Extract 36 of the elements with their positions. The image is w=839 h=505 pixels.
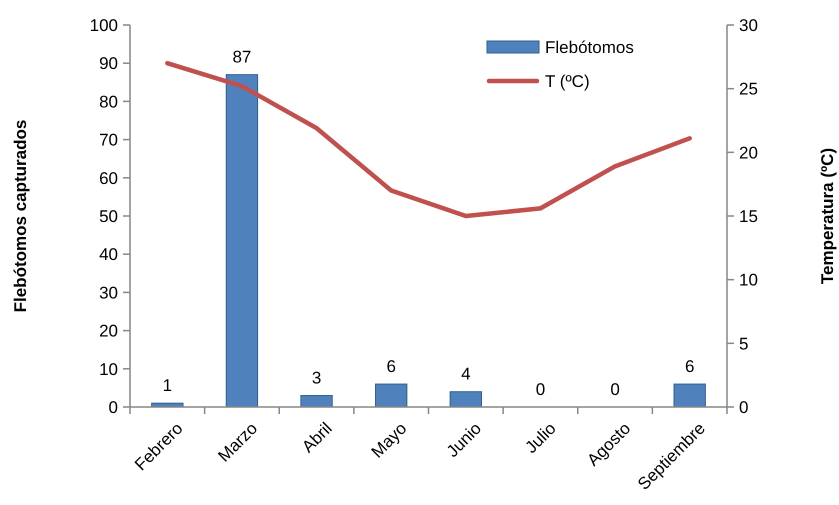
y-tick-label: 30 (99, 283, 118, 302)
bar (375, 384, 408, 408)
y-tick-label: 40 (99, 245, 118, 264)
y2-tick-label: 0 (739, 398, 748, 417)
y-tick-label: 10 (99, 360, 118, 379)
y-axis-title: Flebótomos capturados (11, 120, 30, 312)
y2-tick-label: 10 (739, 270, 758, 290)
data-label: 4 (461, 364, 471, 384)
data-label: 3 (312, 368, 322, 388)
data-label: 6 (386, 357, 396, 376)
y2-axis-title: Temperatura (ºC) (818, 148, 837, 284)
y2-tick-label: 20 (739, 143, 758, 162)
bar (674, 384, 706, 408)
y2-tick-label: 30 (739, 16, 758, 35)
bar (450, 391, 482, 408)
y2-tick-label: 25 (739, 80, 758, 99)
x-tick-label: Julio (522, 418, 560, 457)
bar (226, 74, 258, 408)
data-label: 6 (684, 357, 694, 376)
y-tick-label: 60 (99, 168, 118, 188)
y-tick-label: 70 (99, 130, 118, 150)
y-tick-label: 0 (108, 398, 118, 417)
y2-tick-label: 5 (739, 334, 748, 354)
y-tick-label: 100 (90, 16, 118, 35)
y2-tick-label: 15 (739, 206, 758, 226)
data-label: 0 (610, 380, 620, 399)
legend-label: Flebótomos (545, 38, 634, 57)
y-tick-label: 80 (99, 92, 118, 112)
data-label: 87 (232, 48, 252, 67)
y-tick-label: 50 (99, 206, 118, 226)
y-tick-label: 20 (99, 322, 118, 341)
y-tick-label: 90 (99, 54, 118, 74)
data-label: 1 (162, 376, 172, 396)
data-label: 0 (536, 380, 546, 399)
legend-label: T (ºC) (545, 72, 590, 91)
bar (300, 395, 333, 408)
